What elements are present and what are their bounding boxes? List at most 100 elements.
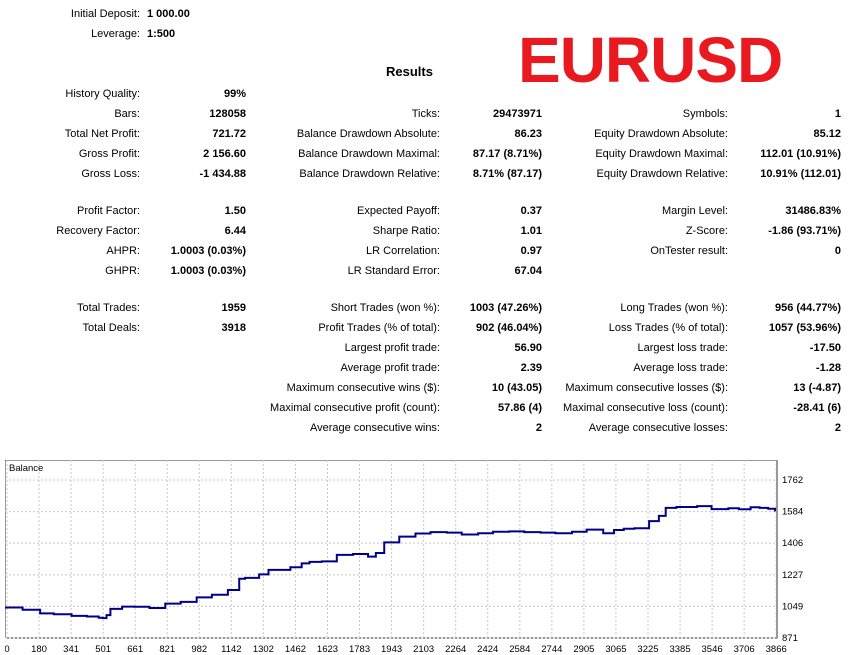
stat-label: AHPR: [106, 245, 140, 257]
chart-grid [5, 460, 777, 639]
x-tick-label: 3225 [637, 644, 658, 655]
x-tick-label: 3065 [605, 644, 626, 655]
stat-label: Balance Drawdown Relative: [299, 168, 440, 180]
stat-value: 902 (46.04%) [475, 322, 542, 334]
stat-label: Profit Factor: [77, 205, 140, 217]
x-tick-label: 2744 [541, 644, 562, 655]
x-tick-label: 2264 [445, 644, 466, 655]
stat-label: Gross Profit: [78, 148, 140, 160]
stat-label: Maximum consecutive losses ($): [565, 382, 728, 394]
stat-value: 10.91% (112.01) [760, 168, 841, 180]
x-tick-label: 2103 [413, 644, 434, 655]
stat-label: Maximal consecutive profit (count): [270, 402, 440, 414]
x-tick-label: 1142 [221, 644, 241, 655]
stat-value: 128058 [209, 108, 246, 120]
stat-label: Symbols: [682, 108, 728, 120]
x-tick-label: 982 [191, 644, 207, 655]
stat-value: 31486.83% [785, 205, 841, 217]
stat-label: Average loss trade: [633, 362, 728, 374]
x-tick-label: 3866 [766, 644, 787, 655]
stat-value: 112.01 (10.91%) [760, 148, 841, 160]
x-tick-label: 180 [31, 644, 47, 655]
leverage-label: Leverage: [91, 28, 140, 40]
stat-label: Long Trades (won %): [620, 302, 728, 314]
results-title: Results [386, 64, 433, 79]
stat-label: Total Deals: [82, 322, 140, 334]
stat-label: Equity Drawdown Relative: [596, 168, 728, 180]
stat-label: Total Trades: [77, 302, 140, 314]
stat-value: 2 156.60 [203, 148, 246, 160]
stat-label: Equity Drawdown Maximal: [595, 148, 728, 160]
stat-value: 13 (-4.87) [793, 382, 841, 394]
stat-value: 86.23 [514, 128, 542, 140]
x-tick-label: 501 [95, 644, 111, 655]
initial-deposit-label: Initial Deposit: [70, 8, 140, 20]
x-tick-label: 0 [5, 644, 10, 655]
stat-label: LR Standard Error: [347, 265, 440, 277]
x-tick-label: 2905 [573, 644, 594, 655]
stat-label: Balance Drawdown Absolute: [296, 128, 440, 140]
y-tick-label: 1049 [782, 601, 803, 612]
stat-label: Equity Drawdown Absolute: [594, 128, 728, 140]
y-tick-label: 1762 [782, 475, 803, 486]
stat-label: Margin Level: [661, 205, 728, 217]
stat-value: 0 [834, 245, 841, 257]
stat-value: -1 434.88 [199, 168, 246, 180]
x-tick-label: 3706 [734, 644, 755, 655]
stat-label: Gross Loss: [81, 168, 140, 180]
x-tick-label: 3546 [702, 644, 723, 655]
y-axis-ticks: 1762 1584 1406 1227 1049 871 [782, 475, 803, 644]
stat-label: Bars: [114, 108, 140, 120]
stat-value: 6.44 [224, 225, 246, 237]
x-tick-label: 1943 [381, 644, 402, 655]
x-tick-label: 1462 [285, 644, 306, 655]
stat-label: Average consecutive wins: [309, 422, 440, 434]
x-axis-ticks: 0 180 341 501 661 821 982 1142 1302 1462 1623 1783 1… [5, 644, 787, 655]
x-tick-label: 1623 [317, 644, 338, 655]
stat-label: Recovery Factor: [56, 225, 140, 237]
x-tick-label: 661 [127, 644, 143, 655]
stat-value: 1.0003 (0.03%) [170, 265, 246, 277]
balance-line [5, 505, 776, 620]
stat-value: -1.28 [815, 362, 841, 374]
stat-label: Ticks: [411, 108, 440, 120]
stat-value: -17.50 [809, 342, 841, 354]
symbol-title: EURUSD [518, 24, 783, 96]
stat-value: 57.86 (4) [497, 402, 542, 414]
x-tick-label: 2424 [477, 644, 498, 655]
stat-value: 1.0003 (0.03%) [170, 245, 246, 257]
stat-label: Z-Score: [685, 225, 728, 237]
stat-label: Total Net Profit: [64, 128, 140, 140]
stat-value: 0.97 [520, 245, 542, 257]
stat-value: 1.50 [224, 205, 246, 217]
y-tick-label: 1227 [782, 570, 803, 581]
stat-value: 3918 [221, 322, 246, 334]
stat-value: 2 [834, 422, 841, 434]
stat-value: 721.72 [212, 128, 246, 140]
stat-value: 87.17 (8.71%) [472, 148, 542, 160]
stat-value: -1.86 (93.71%) [768, 225, 841, 237]
x-tick-label: 821 [159, 644, 175, 655]
stat-value: 1003 (47.26%) [469, 302, 542, 314]
stat-label: Sharpe Ratio: [372, 225, 440, 237]
x-tick-label: 3385 [669, 644, 690, 655]
stat-value: 1 [834, 108, 841, 120]
x-tick-label: 1302 [253, 644, 274, 655]
x-tick-label: 2584 [509, 644, 530, 655]
stat-value: 956 (44.77%) [774, 302, 841, 314]
stat-label: Maximal consecutive loss (count): [562, 402, 728, 414]
stat-value: 8.71% (87.17) [472, 168, 542, 180]
initial-deposit-value: 1 000.00 [147, 8, 190, 20]
stat-label: Loss Trades (% of total): [608, 322, 728, 334]
y-tick-label: 1584 [782, 507, 803, 518]
stat-label: Balance Drawdown Maximal: [298, 148, 440, 160]
balance-chart: Balance 1762 1584 1406 1227 1049 871 0 180 341 5… [5, 460, 803, 655]
stat-value: 56.90 [514, 342, 542, 354]
stat-label: Largest profit trade: [344, 342, 440, 354]
x-tick-label: 1783 [349, 644, 370, 655]
stat-value: 29473971 [493, 108, 542, 120]
leverage-value: 1:500 [147, 28, 176, 40]
stat-label: Maximum consecutive wins ($): [286, 382, 440, 394]
x-tick-label: 341 [63, 644, 79, 655]
stat-value: 2.39 [520, 362, 542, 374]
